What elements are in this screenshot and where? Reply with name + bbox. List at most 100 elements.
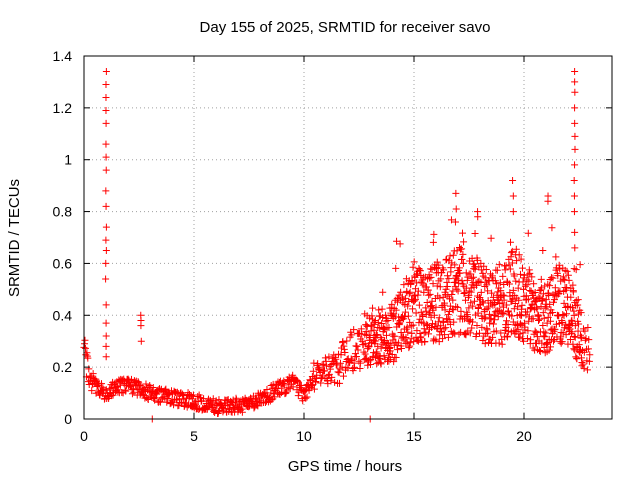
data-point — [144, 396, 152, 404]
data-point — [567, 293, 575, 301]
data-point — [516, 270, 524, 278]
data-point — [443, 272, 451, 280]
data-point — [567, 330, 575, 338]
data-point — [423, 298, 431, 306]
data-point — [362, 328, 370, 336]
data-point — [308, 382, 316, 390]
data-point — [366, 361, 374, 369]
data-point — [413, 327, 421, 335]
data-point — [477, 259, 485, 267]
data-point — [286, 385, 294, 393]
data-point — [327, 377, 335, 385]
data-point — [451, 218, 459, 226]
data-point — [433, 258, 441, 266]
data-point — [396, 320, 404, 328]
data-point — [504, 327, 512, 335]
data-point — [521, 282, 529, 290]
data-point — [374, 319, 382, 327]
data-point — [409, 305, 417, 313]
data-point — [585, 357, 593, 365]
data-point — [563, 267, 571, 275]
data-point — [513, 257, 521, 265]
data-point — [570, 311, 578, 319]
data-point — [102, 319, 110, 327]
data-point — [471, 229, 479, 237]
data-point — [504, 307, 512, 315]
data-point — [578, 358, 586, 366]
data-point — [557, 339, 565, 347]
data-point — [559, 329, 567, 337]
data-point — [245, 403, 253, 411]
data-point — [473, 256, 481, 264]
data-point — [463, 311, 471, 319]
data-point — [484, 329, 492, 337]
data-point — [543, 340, 551, 348]
data-point — [479, 299, 487, 307]
data-point — [412, 295, 420, 303]
data-point — [550, 337, 558, 345]
data-point — [515, 251, 523, 259]
data-point — [483, 326, 491, 334]
data-point — [485, 303, 493, 311]
data-point — [468, 274, 476, 282]
data-point — [509, 286, 517, 294]
data-point — [525, 277, 533, 285]
data-point — [316, 369, 324, 377]
data-point — [499, 291, 507, 299]
data-point — [415, 301, 423, 309]
data-point — [450, 318, 458, 326]
data-point — [163, 398, 171, 406]
data-point — [102, 353, 110, 361]
data-point — [406, 318, 414, 326]
data-point — [404, 312, 412, 320]
data-point — [505, 261, 513, 269]
data-point — [504, 320, 512, 328]
data-point — [383, 331, 391, 339]
data-point — [276, 379, 284, 387]
data-point — [331, 378, 339, 386]
data-point — [571, 228, 579, 236]
data-point — [531, 327, 539, 335]
data-point — [184, 389, 192, 397]
data-point — [506, 265, 514, 273]
data-point — [529, 315, 537, 323]
data-point — [514, 326, 522, 334]
y-tick-label: 0.2 — [53, 359, 73, 375]
data-point — [571, 161, 579, 169]
data-point — [81, 336, 89, 344]
data-point — [536, 348, 544, 356]
data-point — [484, 287, 492, 295]
data-point — [571, 104, 579, 112]
data-point — [348, 331, 356, 339]
data-point — [571, 119, 579, 127]
data-point — [102, 93, 110, 101]
data-point — [229, 399, 237, 407]
data-point — [289, 383, 297, 391]
data-point — [583, 366, 591, 374]
data-point — [400, 281, 408, 289]
data-point — [378, 319, 386, 327]
data-point — [347, 355, 355, 363]
data-point — [402, 333, 410, 341]
x-axis-label: GPS time / hours — [288, 458, 402, 475]
data-point — [450, 329, 458, 337]
data-point — [426, 290, 434, 298]
data-point — [238, 408, 246, 416]
data-point — [539, 322, 547, 330]
data-point — [293, 376, 301, 384]
data-point — [435, 314, 443, 322]
data-point — [447, 264, 455, 272]
data-point — [102, 106, 110, 114]
data-point — [440, 325, 448, 333]
data-point — [207, 400, 215, 408]
data-point — [321, 354, 329, 362]
plot-frame — [83, 55, 613, 420]
data-point — [467, 284, 475, 292]
data-point — [414, 287, 422, 295]
data-point — [460, 289, 468, 297]
data-point — [326, 365, 334, 373]
data-point — [435, 338, 443, 346]
data-point — [535, 293, 543, 301]
data-point — [339, 372, 347, 380]
data-point — [554, 272, 562, 280]
